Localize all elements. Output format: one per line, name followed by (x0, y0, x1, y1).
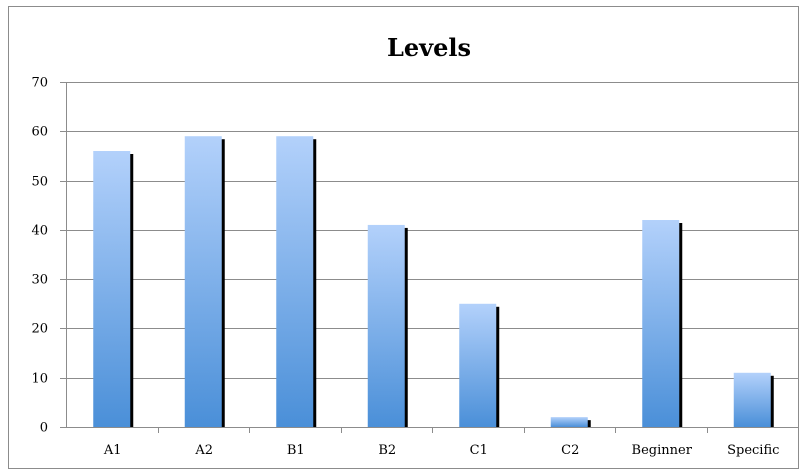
x-tick-labels: A1 A2 B1 B2 C1 C2 Beginner Specific (103, 443, 779, 458)
chart-title: Levels (387, 33, 471, 62)
bar-a1 (93, 151, 131, 427)
y-tick-labels: 0 10 20 30 40 50 60 70 (31, 76, 48, 436)
y-tick-label: 20 (31, 322, 48, 337)
y-tick-label: 30 (31, 273, 48, 288)
y-tick-label: 40 (31, 224, 48, 239)
bar-c2 (550, 417, 588, 427)
axes (60, 82, 798, 433)
x-tick-label: Specific (727, 443, 779, 458)
x-tick-label: A1 (103, 443, 122, 458)
y-tick-label: 10 (31, 372, 48, 387)
chart-svg: Levels 0 10 20 30 40 50 60 70 A1 A2 B1 B2 C1 C2 Begin… (31, 33, 798, 458)
x-tick-label: B1 (287, 443, 305, 458)
bar-a2 (184, 136, 222, 427)
bar-c1 (459, 303, 497, 427)
y-tick-label: 50 (31, 175, 48, 190)
bar-specific (733, 372, 771, 427)
bar-beginner (642, 220, 680, 427)
chart-frame: Levels 0 10 20 30 40 50 60 70 A1 A2 B1 B2 C1 C2 Begin… (8, 6, 799, 469)
x-tick-label: A2 (194, 443, 213, 458)
x-tick-label: C1 (470, 443, 488, 458)
x-tick-label: B2 (378, 443, 396, 458)
x-tick-label: C2 (561, 443, 579, 458)
gridlines (66, 82, 798, 379)
bar-b1 (276, 136, 314, 427)
y-tick-label: 60 (31, 125, 48, 140)
y-tick-label: 0 (40, 421, 48, 436)
bars (93, 136, 774, 427)
bar-b2 (367, 224, 405, 427)
x-tick-label: Beginner (632, 443, 693, 458)
y-tick-label: 70 (31, 76, 48, 91)
